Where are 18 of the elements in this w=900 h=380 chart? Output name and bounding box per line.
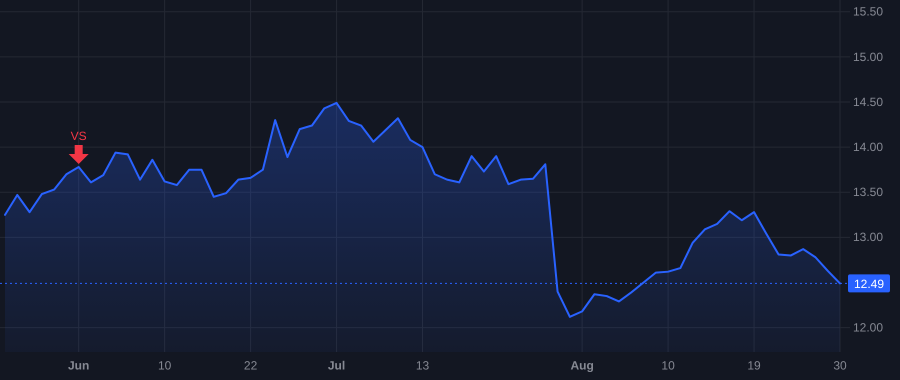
y-tick-label: 13.00 [852, 230, 884, 244]
x-tick-label: Jul [328, 358, 346, 372]
y-tick-label: 12.00 [852, 320, 884, 334]
x-tick-label: Jun [68, 358, 90, 372]
x-tick-label: 10 [158, 358, 172, 372]
y-tick-label: 13.50 [852, 185, 884, 200]
x-tick-label: Aug [570, 358, 594, 372]
y-tick-label: 14.00 [852, 140, 884, 154]
x-tick-label: 30 [833, 358, 847, 372]
x-tick-label: 13 [416, 358, 430, 372]
x-tick-label: 19 [747, 358, 762, 372]
x-tick-label: 10 [661, 358, 676, 372]
annotation: VS [70, 129, 87, 144]
y-tick-label: 15.00 [852, 50, 884, 64]
x-tick-label: 22 [244, 358, 258, 372]
y-tick-label: 14.50 [852, 94, 884, 109]
y-tick-label: 15.50 [852, 4, 884, 19]
ref-line-label: 12.49 [854, 276, 884, 291]
